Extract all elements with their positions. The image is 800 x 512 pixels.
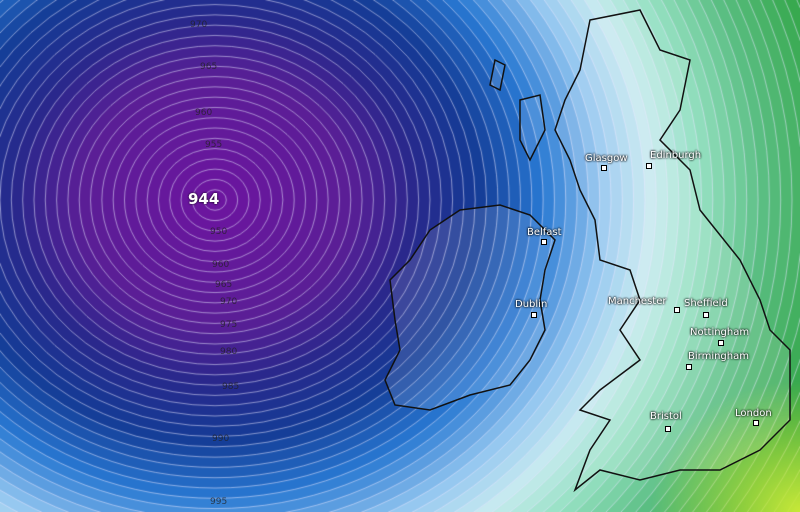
- isobar-label: 995: [210, 497, 228, 507]
- isobar-label: 985: [222, 382, 240, 392]
- city-marker: [753, 420, 759, 426]
- landmass: [384, 9, 791, 493]
- isobar-label: 970: [190, 20, 208, 30]
- isobar-label: 950: [210, 227, 228, 237]
- city-label-nottingham: Nottingham: [690, 327, 750, 338]
- warm-sector-shading: [500, 250, 800, 512]
- isobar-label: 955: [205, 140, 223, 150]
- city-label-bristol: Bristol: [650, 411, 682, 422]
- city-marker: [541, 239, 547, 245]
- city-marker: [531, 312, 537, 318]
- city-marker: [674, 307, 680, 313]
- ireland-outline: [384, 204, 556, 411]
- isobar-label: 970: [220, 297, 238, 307]
- low-pressure-center-label: 944: [188, 190, 220, 208]
- city-marker: [665, 426, 671, 432]
- city-label-edinburgh: Edinburgh: [650, 150, 702, 161]
- isobar-label: 990: [212, 434, 230, 444]
- isobar-label: 965: [215, 280, 233, 290]
- city-marker: [601, 165, 607, 171]
- hebrides-outline: [489, 58, 546, 162]
- isobar-label: 960: [212, 260, 230, 270]
- city-label-dublin: Dublin: [515, 299, 548, 310]
- city-label-manchester: Manchester: [608, 296, 667, 307]
- city-label-belfast: Belfast: [527, 227, 562, 238]
- isobar-label: 965: [200, 62, 218, 72]
- great-britain-outline: [554, 9, 791, 493]
- city-marker: [686, 364, 692, 370]
- city-marker: [703, 312, 709, 318]
- isobar-label: 975: [220, 320, 238, 330]
- city-label-birmingham: Birmingham: [688, 351, 749, 362]
- city-marker: [718, 340, 724, 346]
- isobar-label: 980: [220, 347, 238, 357]
- isobar-label: 960: [195, 108, 213, 118]
- city-label-london: London: [735, 408, 772, 419]
- city-label-sheffield: Sheffield: [684, 298, 728, 309]
- city-marker: [646, 163, 652, 169]
- city-label-glasgow: Glasgow: [585, 153, 628, 164]
